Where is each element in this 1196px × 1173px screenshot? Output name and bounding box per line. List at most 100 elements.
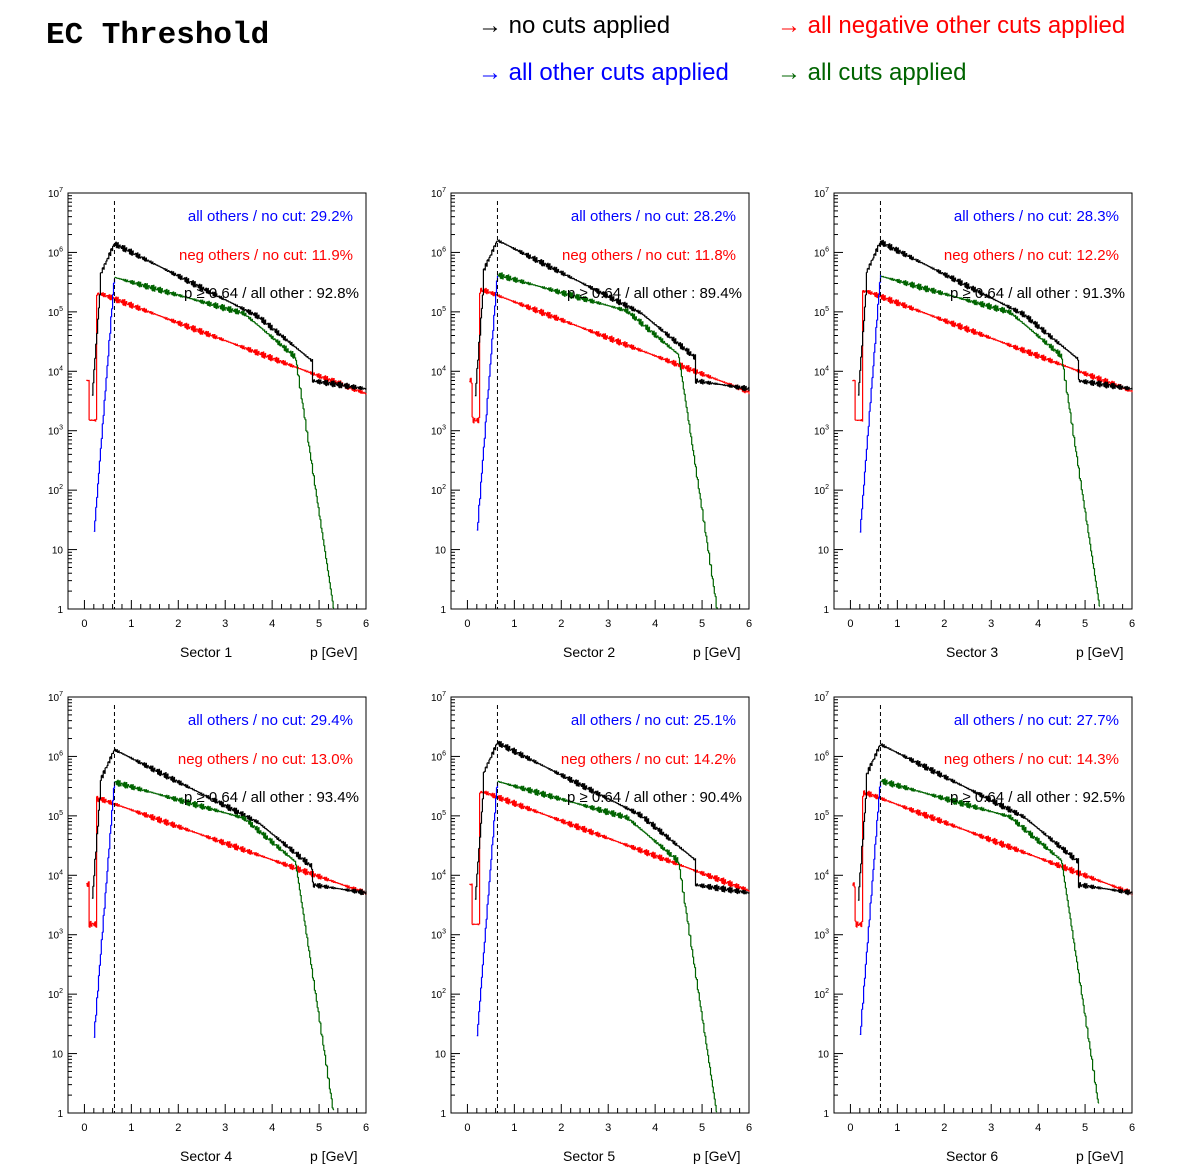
ratio-threshold-value: 89.4% [699,285,742,302]
x-axis-label: p [GeV] [693,1148,740,1164]
ratio-neg-others-annotation: neg others / no cut: 14.2% [561,751,736,768]
ratio-all-others-label: all others / no cut: [954,208,1077,225]
ratio-neg-others-value: 11.8% [695,247,736,264]
y-tick-label: 107 [48,187,63,200]
x-tick-label: 6 [363,618,369,630]
x-tick-label: 5 [316,618,322,630]
ratio-threshold-value: 90.4% [699,789,742,806]
ratio-neg-others-value: 11.9% [312,247,353,264]
ratio-threshold-label: p ≥ 0.64 / all other : [184,285,316,302]
sector-2-plot: 0 1 2 3 4 5 6 1 10 102 103 104 105 106 107 Sector 2 p [G… [383,160,781,664]
ratio-threshold-annotation: p ≥ 0.64 / all other : 91.3% [950,285,1125,302]
series-no-cut-line [857,239,1133,396]
x-tick-label: 4 [1035,1122,1041,1134]
x-tick-label: 5 [1082,1122,1088,1134]
y-tick-label: 1 [823,1109,829,1120]
y-tick-label: 103 [48,929,63,942]
series-all-others-line [93,781,116,1038]
series-all-others-line [93,279,116,532]
y-tick-label: 1 [57,1109,63,1120]
y-tick-label: 102 [814,484,829,497]
ratio-all-others-annotation: all others / no cut: 28.2% [571,208,736,225]
sector-label: Sector 5 [563,1148,615,1164]
y-tick-label: 106 [814,246,829,259]
x-tick-label: 0 [847,618,853,630]
x-tick-label: 1 [511,618,517,630]
y-tick-label: 107 [431,691,446,704]
x-tick-label: 1 [128,1122,134,1134]
y-tick-label: 10 [435,1050,447,1061]
ratio-neg-others-annotation: neg others / no cut: 11.8% [562,247,736,264]
ratio-all-others-annotation: all others / no cut: 29.4% [188,712,353,729]
y-tick-label: 10 [818,546,830,557]
y-tick-label: 1 [440,1109,446,1120]
ratio-all-others-label: all others / no cut: [188,208,311,225]
arrow-icon: → [777,59,801,86]
sector-label: Sector 3 [946,644,998,660]
x-tick-label: 2 [175,1122,181,1134]
series-no-cut-line [91,241,367,396]
x-tick-label: 4 [652,618,658,630]
ratio-threshold-label: p ≥ 0.64 / all other : [950,285,1082,302]
series-no-cut-line [474,239,750,397]
series-all-others-line [859,781,882,1035]
ratio-all-others-value: 25.1% [693,712,736,729]
x-tick-label: 3 [988,618,994,630]
ratio-all-others-annotation: all others / no cut: 28.3% [954,208,1119,225]
plot-frame [450,192,750,610]
x-axis-label: p [GeV] [310,1148,357,1164]
sector-label: Sector 2 [563,644,615,660]
sector-label: Sector 1 [180,644,232,660]
arrow-icon: → [777,12,801,39]
plot-frame [833,696,1133,1114]
x-tick-label: 0 [847,1122,853,1134]
page-title: EC Threshold [46,18,270,53]
y-tick-label: 102 [48,988,63,1001]
y-tick-label: 107 [431,187,446,200]
series-all-others-line [476,275,499,531]
x-tick-label: 0 [81,1122,87,1134]
sector-label: Sector 4 [180,1148,232,1164]
legend-entry-other-cuts: → all other cuts applied [478,59,729,87]
legend-entry-all-cuts: → all cuts applied [777,59,966,87]
x-tick-label: 4 [269,1122,275,1134]
y-tick-label: 104 [814,869,829,882]
y-tick-label: 105 [814,810,829,823]
ratio-threshold-label: p ≥ 0.64 / all other : [950,789,1082,806]
x-axis-label: p [GeV] [693,644,740,660]
ratio-neg-others-annotation: neg others / no cut: 12.2% [944,247,1119,264]
arrow-icon: → [478,59,502,86]
x-axis-label: p [GeV] [1076,1148,1123,1164]
y-tick-label: 103 [48,425,63,438]
ratio-all-others-label: all others / no cut: [571,208,694,225]
ratio-threshold-annotation: p ≥ 0.64 / all other : 92.5% [950,789,1125,806]
x-tick-label: 0 [464,1122,470,1134]
x-tick-label: 6 [1129,1122,1135,1134]
ratio-neg-others-annotation: neg others / no cut: 13.0% [178,751,353,768]
y-tick-label: 103 [431,929,446,942]
y-tick-label: 103 [814,929,829,942]
y-tick-label: 106 [814,750,829,763]
ratio-neg-others-annotation: neg others / no cut: 11.9% [179,247,353,264]
y-tick-label: 105 [48,810,63,823]
series-all-others-line [476,782,499,1037]
ratio-neg-others-label: neg others / no cut: [179,247,312,264]
ratio-neg-others-value: 12.2% [1076,247,1119,264]
series-neg-others-line [86,292,367,422]
x-tick-label: 4 [269,618,275,630]
y-tick-label: 104 [48,365,63,378]
ratio-neg-others-value: 13.0% [310,751,353,768]
x-tick-label: 3 [222,1122,228,1134]
ratio-all-others-value: 28.2% [693,208,736,225]
y-tick-label: 1 [57,605,63,616]
legend-entry-no-cuts: → no cuts applied [478,12,670,40]
x-tick-label: 5 [699,618,705,630]
plot-frame [450,696,750,1114]
x-axis-label: p [GeV] [1076,644,1123,660]
ratio-all-others-label: all others / no cut: [188,712,311,729]
sector-1-plot: 0 1 2 3 4 5 6 1 10 102 103 104 105 106 107 Sector 1 p [G… [0,160,398,664]
x-tick-label: 2 [175,618,181,630]
x-tick-label: 2 [558,618,564,630]
plot-frame [67,696,367,1114]
ratio-all-others-value: 29.4% [310,712,353,729]
